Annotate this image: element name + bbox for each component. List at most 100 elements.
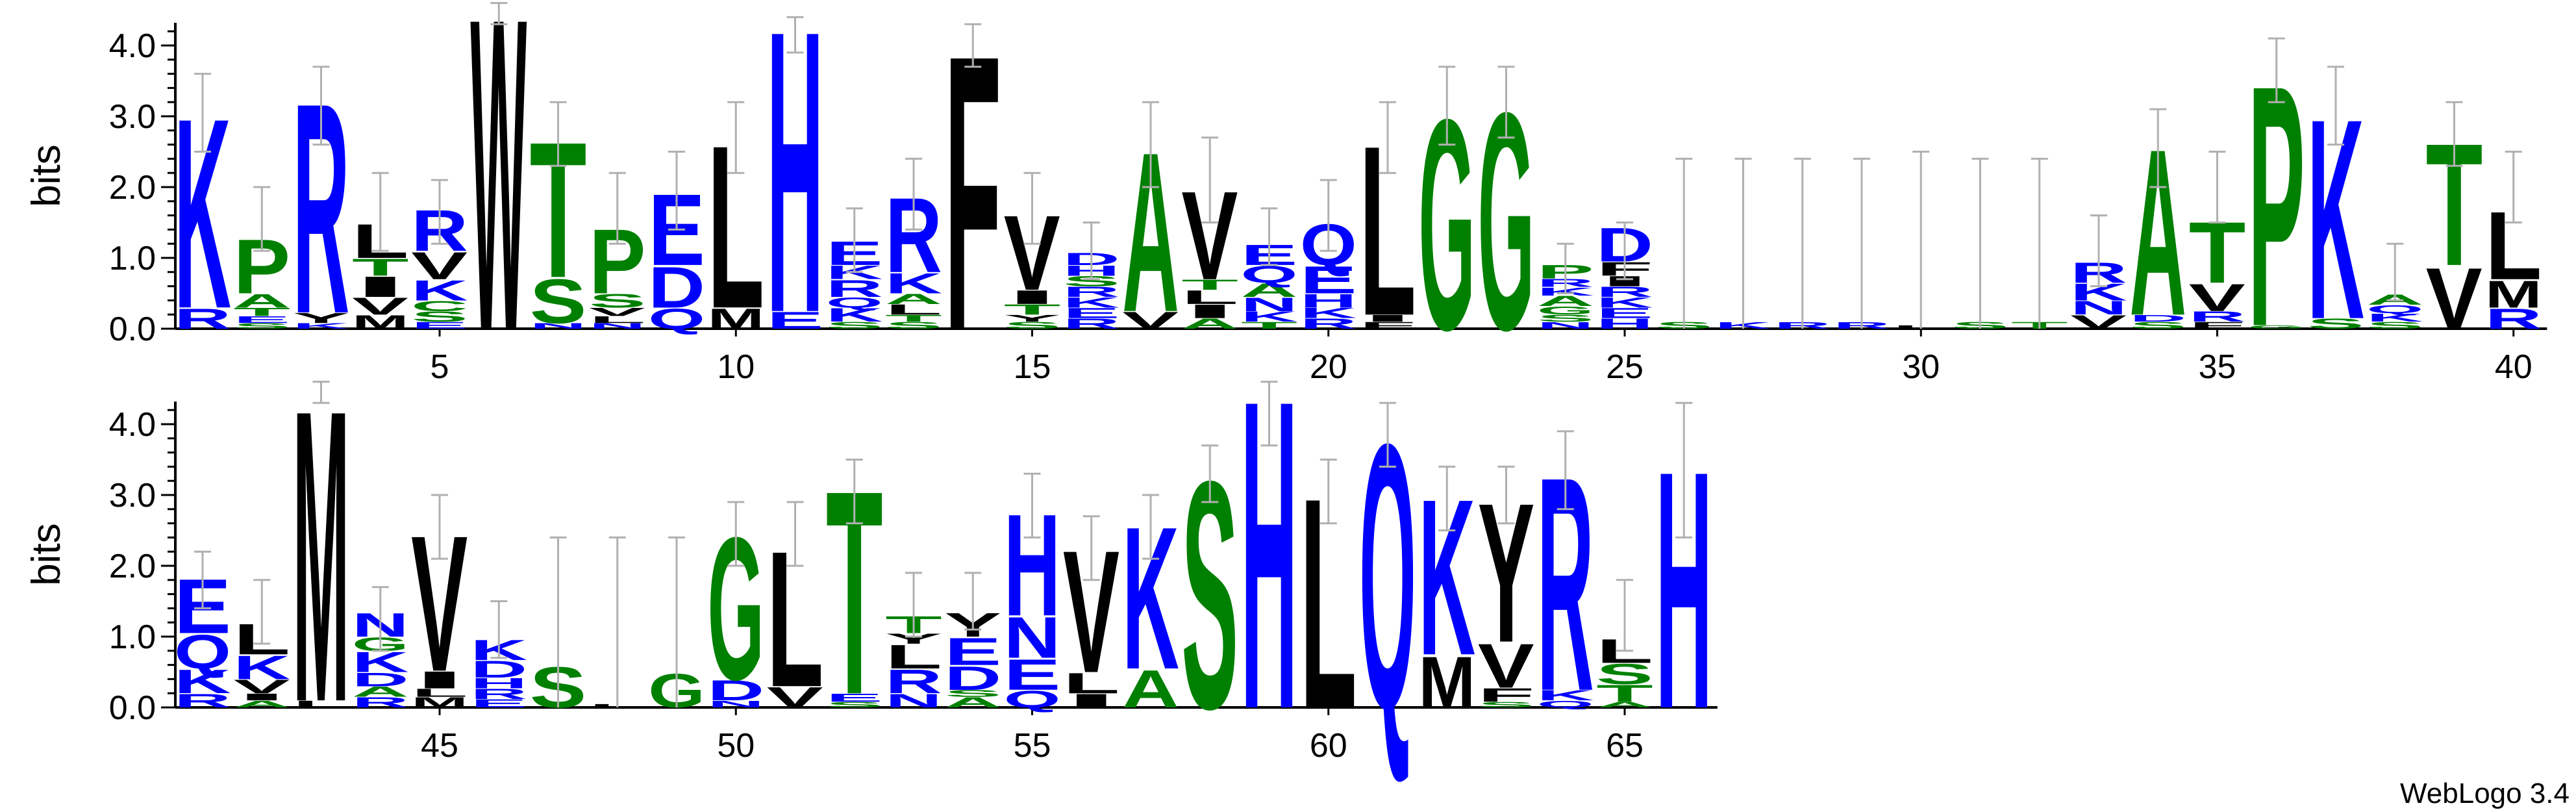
- logo-letter-N: N: [885, 690, 942, 711]
- logo-letter-E: E: [1004, 651, 1061, 700]
- logo-column-49: G: [648, 536, 705, 718]
- x-tick-label: 15: [1014, 348, 1051, 386]
- logo-letter-R: R: [1596, 284, 1653, 300]
- logo-letter-F: F: [1478, 684, 1535, 705]
- logo-letter-C: C: [411, 298, 468, 314]
- logo-letter-N: N: [1241, 294, 1298, 315]
- logo-column-22: G: [1418, 57, 1475, 393]
- logo-column-57: AK: [1122, 485, 1179, 719]
- logo-letter-I: I: [411, 666, 468, 694]
- logo-letter-H: H: [1596, 316, 1653, 332]
- logo-letter-H: H: [470, 676, 527, 692]
- logo-letter-N: N: [530, 322, 587, 330]
- logo-letter-S: S: [2366, 320, 2423, 331]
- logo-letter-M: M: [352, 311, 409, 333]
- logo-letter-K: K: [1537, 687, 1594, 704]
- logo-letter-G: G: [2248, 324, 2305, 329]
- logo-letter-T: T: [352, 254, 409, 281]
- logo-letter-A: A: [1596, 700, 1653, 709]
- logo-letter-H: H: [1300, 290, 1357, 311]
- logo-letter-E: E: [1596, 305, 1653, 321]
- logo-letter-R: R: [885, 663, 942, 701]
- y-axis-label: bits: [24, 144, 69, 207]
- logo-letter-R: R: [1063, 316, 1120, 332]
- x-tick-label: 30: [1902, 348, 1940, 386]
- logo-letter-L: L: [1181, 286, 1238, 308]
- logo-letter-A: A: [233, 290, 290, 311]
- logo-letter-L: L: [1063, 667, 1120, 700]
- logo-letter-I: I: [1004, 286, 1061, 308]
- logo-letter-K: K: [293, 322, 350, 330]
- logo-letter-L: L: [589, 314, 646, 325]
- logo-column-28: R: [1774, 157, 1831, 331]
- logo-letter-R: R: [1063, 284, 1120, 300]
- logo-column-36: GP: [2248, 13, 2305, 398]
- logo-letter-V: V: [2070, 311, 2127, 333]
- logo-letter-D: D: [648, 255, 705, 320]
- logo-letter-A: A: [885, 291, 942, 307]
- y-tick-label: 3.0: [109, 477, 156, 514]
- logo-letter-F: F: [1359, 320, 1416, 331]
- logo-letter-E: E: [411, 320, 468, 331]
- logo-letter-Q: Q: [1537, 699, 1594, 710]
- logo-letter-T: T: [1596, 680, 1653, 707]
- logo-column-40: RML: [2485, 151, 2542, 335]
- logo-letter-N: N: [1004, 605, 1061, 670]
- logo-letter-S: S: [1478, 700, 1535, 709]
- logo-letter-M: M: [411, 694, 468, 711]
- x-tick-label: 65: [1606, 727, 1644, 765]
- logo-letter-A: A: [1241, 279, 1298, 301]
- logo-column-51: VL: [767, 501, 823, 728]
- logo-column-27: K: [1715, 157, 1771, 331]
- y-tick-label: 4.0: [109, 27, 156, 65]
- x-tick-label: 20: [1310, 348, 1347, 386]
- x-tick-label: 55: [1014, 727, 1051, 765]
- logo-column-62: MK: [1418, 453, 1475, 724]
- logo-letter-D: D: [944, 659, 1001, 697]
- logo-letter-A: A: [233, 699, 290, 710]
- logo-letter-A: A: [1122, 659, 1179, 718]
- logo-column-3: KYR: [293, 40, 350, 376]
- logo-letter-A: A: [1181, 316, 1238, 332]
- logo-letter-S: S: [1596, 657, 1653, 690]
- logo-letter-M: M: [2485, 273, 2542, 316]
- logo-column-52: SET: [826, 431, 883, 755]
- logo-letter-R: R: [352, 694, 409, 711]
- x-tick-label: 45: [421, 727, 458, 765]
- logo-column-11: EH: [767, 0, 824, 397]
- logo-column-37: SK: [2307, 60, 2364, 379]
- logo-letter-V: V: [411, 244, 468, 288]
- logo-letter-S: S: [944, 688, 1001, 699]
- logo-column-10: ML: [707, 97, 764, 357]
- logo-column-65: ATSL: [1596, 579, 1653, 709]
- logo-letter-R: R: [1300, 316, 1357, 332]
- y-tick-label: 4.0: [109, 406, 156, 444]
- logo-letter-A: A: [1537, 293, 1594, 309]
- logo-column-7: NST: [530, 101, 587, 336]
- logo-column-38: SKQA: [2366, 242, 2423, 331]
- logo-letter-V: V: [589, 305, 645, 318]
- logo-column-58: S: [1181, 414, 1238, 777]
- logo-letter-K: K: [885, 267, 942, 299]
- y-tick-label: 2.0: [109, 548, 156, 585]
- logo-letter-T: T: [1004, 301, 1061, 318]
- logo-column-30: L: [1892, 151, 1949, 330]
- logo-letter-D: D: [2129, 313, 2186, 324]
- logo-column-60: L: [1300, 435, 1357, 771]
- logo-letter-S: S: [1537, 313, 1594, 324]
- logo-letter-R: R: [174, 690, 231, 711]
- logo-letter-A: A: [352, 684, 409, 700]
- logo-column-24: NSGAKRP: [1537, 242, 1594, 331]
- logo-letter-V: V: [1478, 631, 1534, 702]
